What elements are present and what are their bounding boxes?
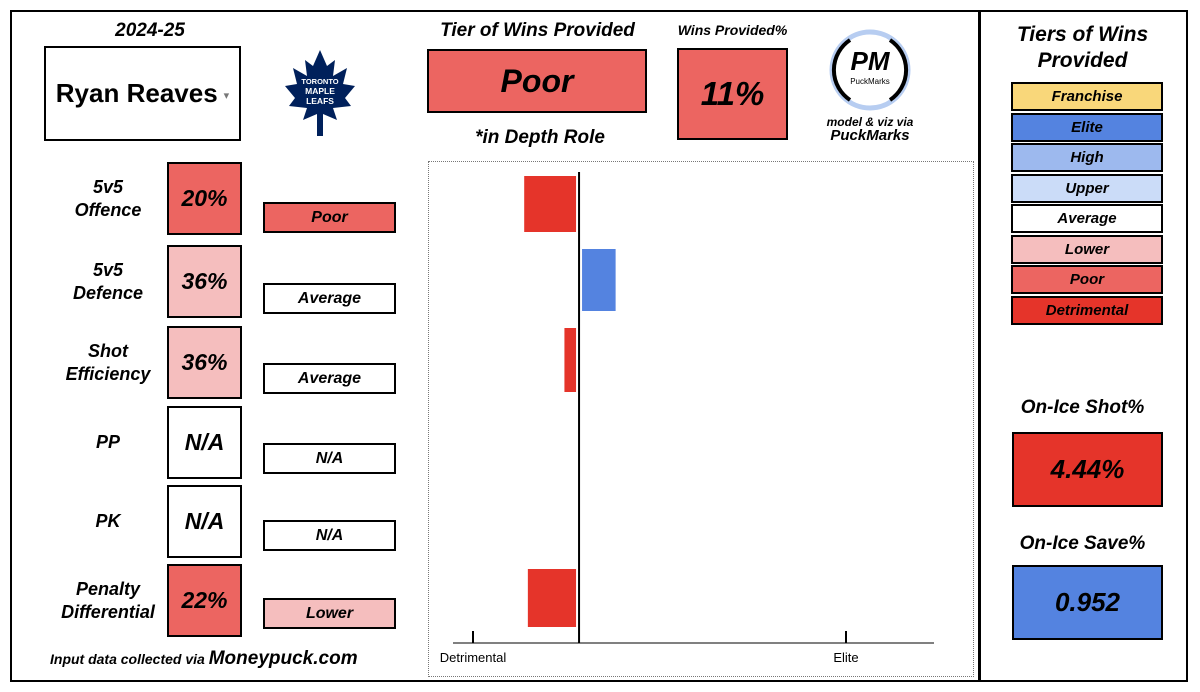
wins-chart: Detrimental Elite bbox=[428, 161, 974, 677]
metric-label: PP bbox=[44, 406, 172, 479]
tier-value: Poor bbox=[500, 62, 574, 99]
on-ice-shot-title: On-Ice Shot% bbox=[1020, 397, 1145, 418]
metric-percentile: 36% bbox=[181, 268, 228, 294]
wins-provided-title: Wins Provided% bbox=[677, 22, 788, 38]
legend-item: Franchise bbox=[1011, 82, 1163, 111]
wins-provided-value: 11% bbox=[700, 75, 765, 112]
metric-label-text: PK bbox=[95, 511, 121, 531]
metric-tier: N/A bbox=[315, 449, 344, 467]
metric-tier-box: Poor bbox=[263, 202, 396, 233]
legend-item: Lower bbox=[1011, 234, 1163, 264]
metric-label-text: Penalty Differential bbox=[61, 578, 155, 622]
chart-bar bbox=[564, 328, 577, 392]
metric-percentile-box: 20% bbox=[167, 162, 242, 235]
metric-label-text: 5v5 Defence bbox=[72, 259, 144, 303]
data-source-footer: Input data collected via Moneypuck.com bbox=[50, 648, 400, 670]
credit-line: model & viz via bbox=[826, 115, 914, 129]
legend-item-label: Poor bbox=[1069, 271, 1105, 288]
player-select[interactable]: Ryan Reaves ▾ bbox=[44, 46, 241, 141]
chevron-down-icon[interactable]: ▾ bbox=[223, 90, 230, 102]
metric-tier: Lower bbox=[305, 604, 354, 622]
metric-percentile-box: 22% bbox=[167, 564, 242, 637]
credit-name: PuckMarks bbox=[830, 127, 910, 144]
chart-bar bbox=[524, 176, 577, 232]
legend-item: Poor bbox=[1011, 265, 1163, 294]
metric-label: 5v5 Defence bbox=[44, 245, 172, 318]
metric-percentile: 36% bbox=[181, 349, 228, 375]
metric-tier-box: N/A bbox=[263, 443, 396, 474]
metric-percentile-box: N/A bbox=[167, 406, 242, 479]
legend-item-label: Detrimental bbox=[1045, 301, 1129, 319]
metric-tier: Poor bbox=[311, 208, 348, 226]
metric-label: Penalty Differential bbox=[44, 564, 172, 637]
metric-tier-box: N/A bbox=[263, 520, 396, 551]
legend-item: Upper bbox=[1011, 173, 1163, 203]
season-label: 2024-25 bbox=[115, 20, 185, 41]
metric-tier: Average bbox=[297, 289, 362, 307]
legend-item-label: Average bbox=[1057, 210, 1117, 227]
depth-role-note: *in Depth Role bbox=[475, 127, 605, 148]
wins-chart-svg: Detrimental Elite bbox=[440, 172, 934, 665]
metric-percentile: 20% bbox=[181, 185, 228, 211]
metric-percentile-box: N/A bbox=[167, 485, 242, 558]
legend-item: Average bbox=[1011, 204, 1163, 233]
metric-tier: N/A bbox=[315, 526, 344, 544]
metric-label: 5v5 Offence bbox=[44, 162, 172, 235]
on-ice-save-title: On-Ice Save% bbox=[1019, 533, 1146, 554]
metric-percentile: N/A bbox=[184, 508, 225, 534]
metric-label-text: 5v5 Offence bbox=[74, 176, 142, 220]
legend-item: High bbox=[1011, 143, 1163, 172]
legend-item-label: High bbox=[1070, 149, 1104, 166]
legend-item: Detrimental bbox=[1011, 295, 1163, 325]
toronto-maple-leafs-logo-icon: TORONTO MAPLE LEAFS bbox=[283, 48, 357, 138]
metric-percentile: N/A bbox=[184, 429, 225, 455]
logo-text-3: LEAFS bbox=[306, 96, 334, 106]
legend-title: Tiers of Wins Provided bbox=[1016, 23, 1149, 72]
tier-title: Tier of Wins Provided bbox=[440, 20, 635, 41]
on-ice-save-box: 0.952 bbox=[1012, 565, 1163, 640]
metric-tier-box: Average bbox=[263, 363, 396, 394]
footer-site: Moneypuck.com bbox=[208, 648, 358, 669]
chart-bar bbox=[582, 249, 616, 311]
metric-label: PK bbox=[44, 485, 172, 558]
panel-divider bbox=[978, 10, 981, 682]
player-name: Ryan Reaves bbox=[55, 78, 218, 108]
metric-tier-box: Average bbox=[263, 283, 396, 314]
metric-tier: Average bbox=[297, 369, 362, 387]
puckmarks-logo-icon: PM PuckMarks bbox=[826, 26, 914, 114]
metric-percentile-box: 36% bbox=[167, 326, 242, 399]
footer-prefix: Input data collected via bbox=[50, 651, 205, 667]
legend-item-label: Lower bbox=[1064, 240, 1110, 258]
legend-item-label: Upper bbox=[1065, 179, 1109, 197]
pm-logo-letters: PM bbox=[851, 46, 891, 76]
pm-logo-name: PuckMarks bbox=[850, 77, 890, 86]
tier-value-box: Poor bbox=[427, 49, 647, 113]
wins-provided-box: 11% bbox=[677, 48, 788, 140]
dashboard-frame bbox=[10, 10, 1188, 682]
logo-text-1: TORONTO bbox=[301, 77, 338, 86]
metric-label: Shot Efficiency bbox=[44, 326, 172, 399]
legend-item: Elite bbox=[1011, 112, 1163, 142]
metric-label-text: Shot Efficiency bbox=[65, 340, 151, 384]
logo-text-2: MAPLE bbox=[305, 86, 335, 96]
on-ice-save-value: 0.952 bbox=[1054, 587, 1121, 617]
chart-bar bbox=[527, 569, 577, 627]
puckmarks-credit: model & viz via PuckMarks bbox=[800, 115, 940, 143]
chart-tick-label: Elite bbox=[833, 650, 858, 665]
chart-tick-label: Detrimental bbox=[440, 650, 507, 665]
on-ice-shot-box: 4.44% bbox=[1012, 432, 1163, 507]
on-ice-shot-value: 4.44% bbox=[1050, 454, 1125, 484]
metric-percentile-box: 36% bbox=[167, 245, 242, 318]
metric-percentile: 22% bbox=[181, 587, 228, 613]
metric-label-text: PP bbox=[95, 432, 120, 452]
metric-tier-box: Lower bbox=[263, 598, 396, 629]
legend-item-label: Elite bbox=[1071, 118, 1103, 136]
legend-item-label: Franchise bbox=[1051, 88, 1123, 105]
